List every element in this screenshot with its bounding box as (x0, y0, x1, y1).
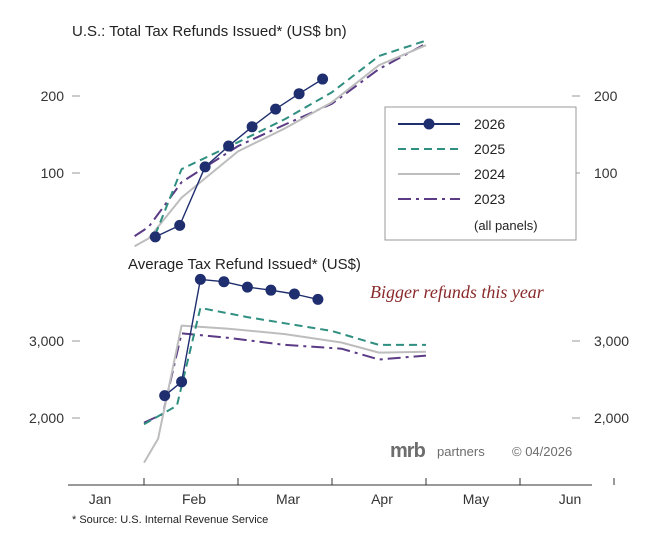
labels-layer: U.S.: Total Tax Refunds Issued* (US$ bn)… (29, 23, 629, 526)
top-point-2026-4 (246, 121, 258, 133)
top-series-2023 (134, 42, 427, 237)
top-point-2026-5 (270, 103, 282, 115)
top-series-2026 (155, 78, 323, 238)
chart-title-bottom: Average Tax Refund Issued* (US$) (128, 256, 361, 273)
top-point-2026-3 (223, 140, 235, 152)
bottom-point-2026-7 (312, 293, 324, 305)
bottom-ytick-label-left: 2,000 (29, 410, 64, 426)
top-point-2026-2 (199, 161, 211, 173)
bottom-point-2026-2 (194, 273, 206, 285)
bottom-point-2026-6 (288, 288, 300, 300)
top-ytick-label-left: 100 (41, 165, 65, 181)
top-series-2024 (134, 44, 427, 248)
legend-label-2025: 2025 (474, 141, 505, 157)
legend-label-2024: 2024 (474, 166, 505, 182)
x-tick-label-may: May (463, 491, 489, 507)
top-ytick-label-right: 200 (594, 88, 618, 104)
legend-label-2023: 2023 (474, 191, 505, 207)
legend-label-2026: 2026 (474, 116, 505, 132)
bottom-ytick-label-right: 2,000 (594, 410, 629, 426)
x-tick-label-jun: Jun (559, 491, 582, 507)
bottom-point-2026-3 (218, 276, 230, 288)
bottom-ytick-label-left: 3,000 (29, 333, 64, 349)
bottom-series-2025 (143, 306, 426, 426)
brand-date: © 04/2026 (512, 444, 572, 459)
brand-partners: partners (437, 444, 485, 459)
x-tick-label-feb: Feb (182, 491, 206, 507)
chart-title-top: U.S.: Total Tax Refunds Issued* (US$ bn) (72, 23, 347, 40)
bottom-point-2026-1 (176, 376, 188, 388)
bottom-ytick-label-right: 3,000 (594, 333, 629, 349)
top-ytick-label-right: 100 (594, 165, 618, 181)
bottom-point-2026-4 (241, 281, 253, 293)
x-tick-label-mar: Mar (276, 491, 300, 507)
series-layer (134, 39, 427, 464)
axes-layer (68, 95, 615, 486)
top-ytick-label-left: 200 (41, 88, 65, 104)
top-point-2026-1 (174, 219, 186, 231)
brand-logo-mrb: mrb (390, 440, 426, 462)
legend-marker-2026 (423, 118, 435, 130)
bottom-point-2026-0 (159, 390, 171, 402)
x-tick-label-apr: Apr (371, 491, 393, 507)
top-point-2026-6 (293, 88, 305, 100)
x-tick-label-jan: Jan (89, 491, 112, 507)
source-note: * Source: U.S. Internal Revenue Service (72, 514, 268, 526)
top-point-2026-7 (317, 73, 329, 85)
annotation-bigger-refunds: Bigger refunds this year (370, 282, 545, 302)
top-point-2026-0 (149, 231, 161, 243)
top-series-2025 (154, 39, 427, 235)
bottom-series-2024 (143, 324, 427, 464)
legend-note: (all panels) (474, 218, 538, 233)
bottom-series-2023 (143, 332, 427, 424)
bottom-point-2026-5 (265, 284, 277, 296)
